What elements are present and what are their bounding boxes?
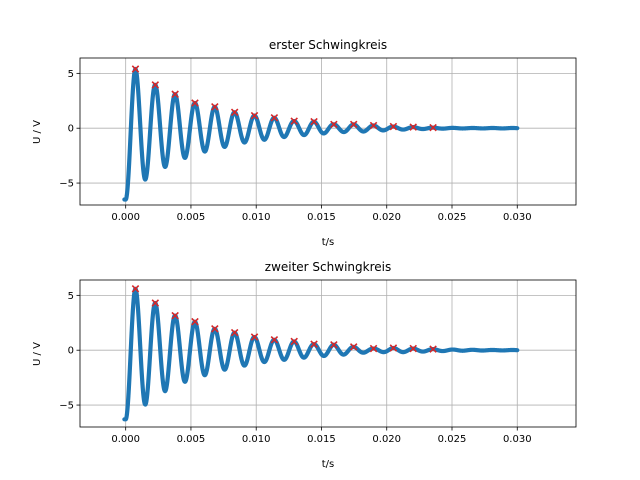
peak-marker-stroke bbox=[230, 108, 239, 117]
y-tick-label: −5 bbox=[59, 401, 74, 412]
x-tick-label: 0.025 bbox=[438, 212, 467, 223]
peak-marker bbox=[409, 344, 417, 353]
peak-marker bbox=[171, 311, 179, 320]
peak-marker bbox=[409, 123, 417, 131]
peak-marker bbox=[151, 81, 160, 89]
peak-marker-stroke bbox=[151, 81, 160, 89]
peak-marker bbox=[131, 285, 140, 293]
y-axis-label: U / V bbox=[32, 342, 43, 366]
chart-title: zweiter Schwingkreis bbox=[265, 260, 391, 274]
y-tick-label: 0 bbox=[68, 346, 74, 357]
peak-marker bbox=[389, 122, 398, 131]
peak-marker bbox=[191, 317, 199, 326]
peak-marker-stroke bbox=[429, 123, 437, 132]
chart-title: erster Schwingkreis bbox=[269, 38, 387, 52]
subplot-erster-schwingkreis: erster Schwingkreis t/s U / V 0.000 0.005… bbox=[32, 38, 577, 248]
peak-marker bbox=[250, 333, 259, 341]
x-tick-label: 0.015 bbox=[307, 434, 336, 445]
y-axis-label: U / V bbox=[32, 120, 43, 144]
peak-marker-stroke bbox=[409, 344, 417, 353]
peak-marker-stroke bbox=[330, 340, 338, 349]
peak-marker-stroke bbox=[230, 328, 239, 337]
peak-marker-stroke bbox=[270, 114, 279, 122]
peak-marker bbox=[230, 108, 239, 117]
peak-marker bbox=[349, 120, 358, 129]
peak-marker bbox=[330, 120, 338, 129]
peak-marker-stroke bbox=[171, 311, 179, 320]
x-tick-label: 0.030 bbox=[503, 434, 532, 445]
peak-marker bbox=[369, 121, 378, 130]
y-tick-label: 5 bbox=[68, 291, 74, 302]
peak-marker-stroke bbox=[349, 120, 358, 129]
x-tick-label: 0.030 bbox=[503, 212, 532, 223]
peak-marker-stroke bbox=[290, 117, 298, 125]
peak-marker bbox=[211, 325, 219, 333]
peak-marker-stroke bbox=[409, 123, 417, 131]
x-tick-label: 0.005 bbox=[177, 212, 206, 223]
x-tick-label: 0.010 bbox=[242, 434, 271, 445]
peak-marker-stroke bbox=[389, 122, 398, 131]
subplot-zweiter-schwingkreis: zweiter Schwingkreis t/s U / V 0.000 0.00… bbox=[32, 260, 577, 470]
x-axis-label: t/s bbox=[322, 459, 335, 470]
peak-marker-stroke bbox=[290, 337, 298, 346]
peak-marker bbox=[191, 99, 199, 107]
peak-marker bbox=[131, 65, 140, 73]
peak-marker bbox=[230, 328, 239, 337]
y-tick-label: −5 bbox=[59, 179, 74, 190]
signal-series bbox=[122, 286, 520, 422]
peak-marker bbox=[389, 344, 398, 352]
peak-marker-stroke bbox=[349, 343, 358, 351]
peak-marker bbox=[290, 117, 298, 125]
x-tick-label: 0.010 bbox=[242, 212, 271, 223]
peak-marker-stroke bbox=[131, 285, 140, 293]
peak-marker-stroke bbox=[151, 299, 160, 307]
x-tick-label: 0.005 bbox=[177, 434, 206, 445]
peak-marker-stroke bbox=[369, 121, 378, 130]
peak-marker-stroke bbox=[191, 99, 199, 107]
peak-marker-stroke bbox=[250, 111, 259, 120]
peak-marker bbox=[310, 117, 318, 126]
x-tick-label: 0.000 bbox=[111, 212, 140, 223]
peak-marker bbox=[270, 336, 279, 344]
x-tick-label: 0.020 bbox=[372, 434, 401, 445]
peak-marker-stroke bbox=[131, 65, 140, 73]
peak-marker bbox=[369, 344, 378, 353]
peak-marker bbox=[290, 337, 298, 346]
peak-marker-stroke bbox=[310, 117, 318, 126]
axes-frame bbox=[79, 57, 577, 206]
peak-marker bbox=[171, 90, 179, 98]
peak-marker bbox=[211, 103, 219, 111]
x-axis-label: t/s bbox=[322, 237, 335, 248]
x-tick-label: 0.000 bbox=[111, 434, 140, 445]
peak-marker bbox=[330, 340, 338, 349]
peak-marker bbox=[250, 111, 259, 120]
peak-marker-stroke bbox=[270, 336, 279, 344]
peak-marker-stroke bbox=[389, 344, 398, 352]
peak-marker bbox=[349, 343, 358, 351]
axes-frame bbox=[79, 279, 577, 428]
peak-marker bbox=[151, 299, 160, 307]
x-tick-label: 0.020 bbox=[372, 212, 401, 223]
peak-marker bbox=[270, 114, 279, 122]
peak-marker bbox=[429, 123, 437, 132]
peak-marker bbox=[310, 340, 318, 348]
peak-marker-stroke bbox=[369, 344, 378, 353]
peak-marker-stroke bbox=[191, 317, 199, 326]
y-tick-label: 5 bbox=[68, 69, 74, 80]
peak-marker-stroke bbox=[250, 333, 259, 341]
y-tick-label: 0 bbox=[68, 124, 74, 135]
peak-marker-stroke bbox=[171, 90, 179, 98]
peak-marker-stroke bbox=[429, 345, 437, 353]
peak-marker-stroke bbox=[211, 325, 219, 333]
peak-marker-stroke bbox=[211, 103, 219, 111]
peak-marker bbox=[429, 345, 437, 353]
signal-series bbox=[122, 66, 520, 202]
peak-marker-stroke bbox=[330, 120, 338, 129]
peak-marker-stroke bbox=[310, 340, 318, 348]
x-tick-label: 0.015 bbox=[307, 212, 336, 223]
x-tick-label: 0.025 bbox=[438, 434, 467, 445]
